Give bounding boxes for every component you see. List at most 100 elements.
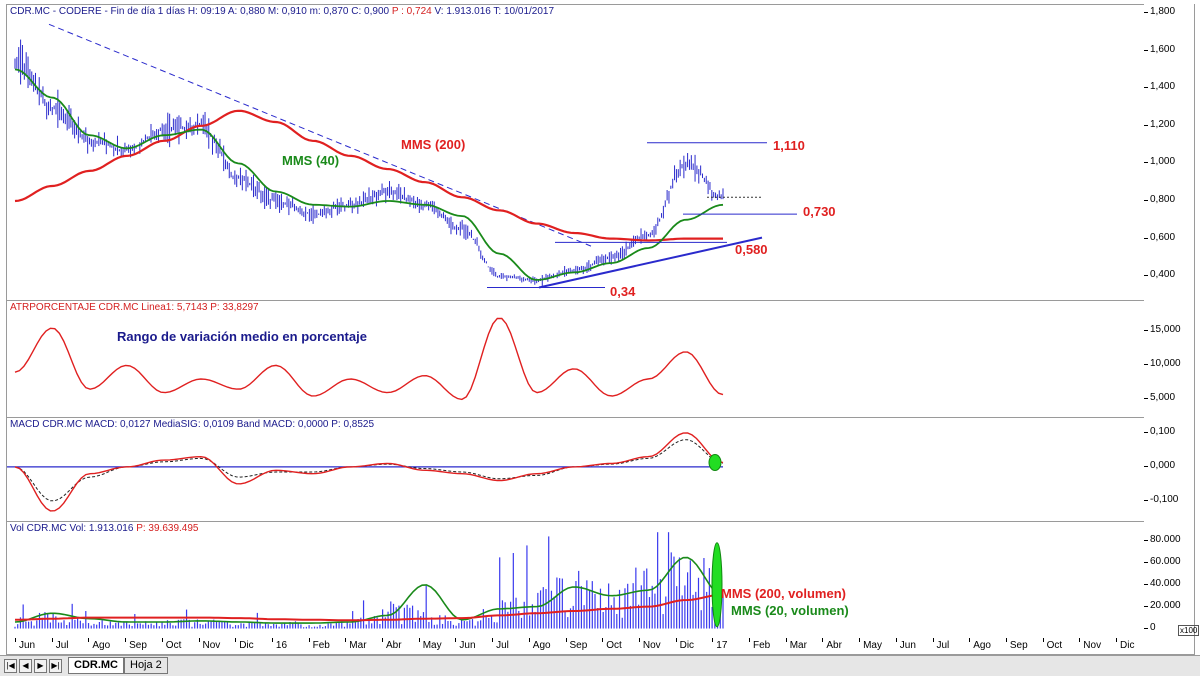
atr-tick-label: 15,000 [1144, 324, 1181, 336]
x-axis-tick [382, 638, 383, 642]
price-title-part-2: P : 0,724 [391, 6, 432, 17]
x-axis-tick [675, 638, 677, 642]
x-axis-month-label: Jul [936, 640, 950, 651]
x-axis-month-label: Jun [899, 640, 916, 651]
macd-panel-title: MACD CDR.MC MACD: 0,0127 MediaSIG: 0,010… [10, 419, 375, 430]
x-axis-month-label: Oct [1046, 640, 1063, 651]
level-0730-label: 0,730 [803, 204, 836, 219]
mms200-volume-annotation: MMS (200, volumen) [721, 586, 846, 601]
bottom-bar: |◀ ◀ ▶ ▶| CDR.MC Hoja 2 [0, 655, 1200, 676]
mms200-annotation: MMS (200) [401, 137, 466, 152]
x-axis-month-label: Mar [349, 640, 367, 651]
nav-prev-button[interactable]: ◀ [19, 659, 32, 673]
volume-tick-label: 80.000 [1144, 533, 1181, 545]
x-axis-month-label: Abr [386, 640, 402, 651]
x-axis-month-label: Sep [569, 640, 588, 651]
mms40-line [14, 68, 724, 281]
x-axis-tick [345, 638, 347, 642]
x-axis-month-label: Oct [606, 640, 622, 651]
volume-scale-note: x100 [1178, 625, 1200, 636]
macd-signal-line [14, 439, 724, 502]
x-axis-month-label: Sep [129, 640, 147, 651]
x-axis-month-label: Mar [789, 640, 807, 651]
x-axis-month-label: Jul [55, 640, 69, 651]
x-axis-tick [1116, 638, 1117, 642]
x-axis-tick [565, 638, 567, 642]
x-axis-tick [859, 638, 861, 642]
volume-title-part-2: P: 39.639.495 [136, 523, 199, 534]
x-axis-tick [455, 638, 457, 642]
macd-y-axis: 0,100 0,000 -0,100 [1143, 417, 1195, 522]
x-axis-tick [895, 638, 897, 642]
x-axis-month-label: Feb [753, 640, 771, 651]
nav-next-button[interactable]: ▶ [34, 659, 47, 673]
price-tick-label: 0,600 [1143, 231, 1176, 243]
x-axis-tick [15, 638, 16, 642]
x-axis-tick [969, 638, 971, 642]
price-tick-label: 1,200 [1143, 118, 1176, 130]
volume-panel: Vol CDR.MC Vol: 1.913.016 P: 39.639.495 … [6, 521, 1145, 639]
sheet-tab-hoja2[interactable]: Hoja 2 [124, 657, 168, 674]
x-axis: Jun Jul Ago Sep Oct Nov Dic 16 Feb Mar Abr May Jun Ju… [6, 638, 1168, 655]
mms40-annotation: MMS (40) [282, 153, 340, 168]
price-y-axis: 1,800 1,600 1,400 1,200 1,000 0,800 0,600 0,400 [1143, 4, 1195, 302]
x-axis-month-label: Jul [496, 640, 509, 651]
volume-bars [14, 532, 724, 629]
mms200-volume-line [14, 593, 724, 622]
volume-tick-label: 0 [1144, 621, 1156, 633]
price-tick-label: 1,000 [1143, 156, 1176, 168]
descending-trend-line [48, 23, 592, 247]
x-axis-month-label: 17 [716, 640, 728, 651]
atr-y-axis: 15,000 10,000 5,000 [1143, 300, 1195, 418]
x-axis-month-label: Oct [165, 640, 182, 651]
level-034-label: 0,34 [610, 284, 636, 299]
x-axis-tick [528, 638, 530, 642]
macd-tick-label: -0,100 [1143, 493, 1179, 505]
sheet-tab-cdrmc[interactable]: CDR.MC [68, 657, 124, 674]
price-panel-title: CDR.MC - CODERE - Fin de día 1 días H: 0… [10, 6, 554, 17]
price-tick-label: 0,400 [1143, 269, 1176, 281]
x-axis-month-label: Dic [679, 640, 695, 651]
macd-tick-label: 0,000 [1143, 459, 1176, 471]
price-tick-label: 1,600 [1143, 43, 1176, 55]
x-axis-month-label: Sep [1009, 640, 1028, 651]
x-axis-tick [638, 638, 640, 642]
x-axis-month-label: May [422, 640, 442, 651]
mms20-volume-line [14, 556, 724, 624]
atr-panel-title: ATRPORCENTAJE CDR.MC Linea1: 5,7143 P: 3… [10, 302, 259, 313]
x-axis-month-label: Ago [532, 640, 551, 651]
macd-highlight-marker [708, 454, 722, 472]
x-axis-tick [602, 638, 604, 642]
x-axis-tick [271, 638, 273, 642]
level-0580-label: 0,580 [735, 242, 768, 257]
mms200-line [14, 109, 723, 242]
macd-chart [7, 432, 724, 512]
volume-panel-title: Vol CDR.MC Vol: 1.913.016 P: 39.639.495 [10, 523, 198, 534]
x-axis-tick [712, 638, 714, 642]
price-tick-label: 1,800 [1143, 6, 1176, 17]
x-axis-month-label: Feb [312, 640, 330, 651]
volume-tick-label: 20.000 [1144, 599, 1181, 611]
x-axis-month-label: Abr [826, 640, 842, 651]
x-axis-month-label: Nov [642, 640, 661, 651]
price-title-part-1: CDR.MC - CODERE - Fin de día 1 días H: 0… [10, 6, 392, 17]
x-axis-tick [785, 638, 787, 642]
level-1110-label: 1,110 [773, 138, 805, 153]
atr-chart [14, 317, 724, 401]
ascending-support-line [538, 236, 763, 289]
x-axis-tick [88, 638, 90, 642]
x-axis-corner [1144, 638, 1195, 655]
price-chart [14, 23, 797, 289]
atr-panel: ATRPORCENTAJE CDR.MC Linea1: 5,7143 P: 3… [6, 300, 1145, 418]
x-axis-tick [1079, 638, 1081, 642]
x-axis-month-label: May [863, 640, 882, 651]
nav-first-button[interactable]: |◀ [4, 659, 17, 673]
x-axis-tick [198, 638, 200, 642]
volume-chart [14, 532, 724, 629]
x-axis-tick [492, 638, 494, 642]
nav-last-button[interactable]: ▶| [49, 659, 62, 673]
atr-line [14, 317, 724, 401]
price-title-part-3: V: 1.913.016 T: 10/01/2017 [431, 6, 555, 17]
x-axis-tick [1005, 638, 1007, 642]
volume-highlight-marker [711, 542, 723, 628]
